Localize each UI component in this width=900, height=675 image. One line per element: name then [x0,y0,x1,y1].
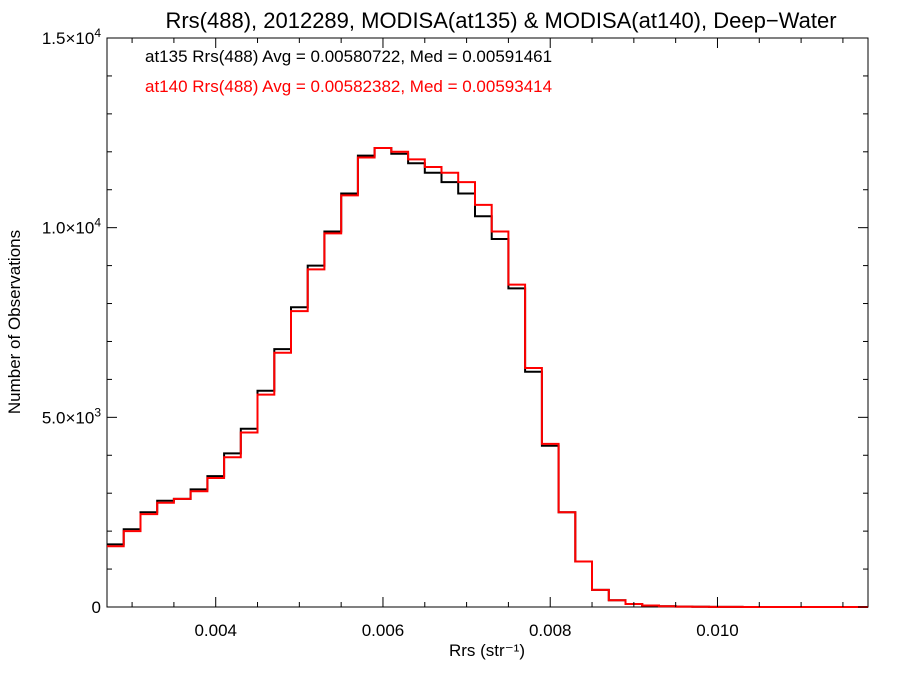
annotation-at135: at135 Rrs(488) Avg = 0.00580722, Med = 0… [145,47,552,66]
y-tick-label: 0 [92,598,101,617]
chart-title: Rrs(488), 2012289, MODISA(at135) & MODIS… [165,8,836,33]
y-tick-label: 1.5×104 [42,26,101,48]
y-axis-label: Number of Observations [5,230,24,414]
x-axis-label: Rrs (str⁻¹) [449,641,525,660]
x-tick-label: 0.010 [696,621,739,640]
series-layer [107,147,868,608]
series-line-1 [107,147,868,608]
y-tick-label: 1.0×104 [42,216,101,238]
x-axis: 0.004 0.006 0.008 0.010 [131,38,844,640]
annotation-at140: at140 Rrs(488) Avg = 0.00582382, Med = 0… [145,77,552,96]
x-tick-label: 0.004 [194,621,237,640]
x-tick-label: 0.006 [362,621,405,640]
x-tick-label: 0.008 [529,621,572,640]
series-line-0 [107,147,868,608]
y-tick-label: 5.0×103 [42,405,101,427]
y-axis: 0 5.0×103 1.0×104 1.5×104 [42,26,868,617]
plot-frame [106,37,869,608]
